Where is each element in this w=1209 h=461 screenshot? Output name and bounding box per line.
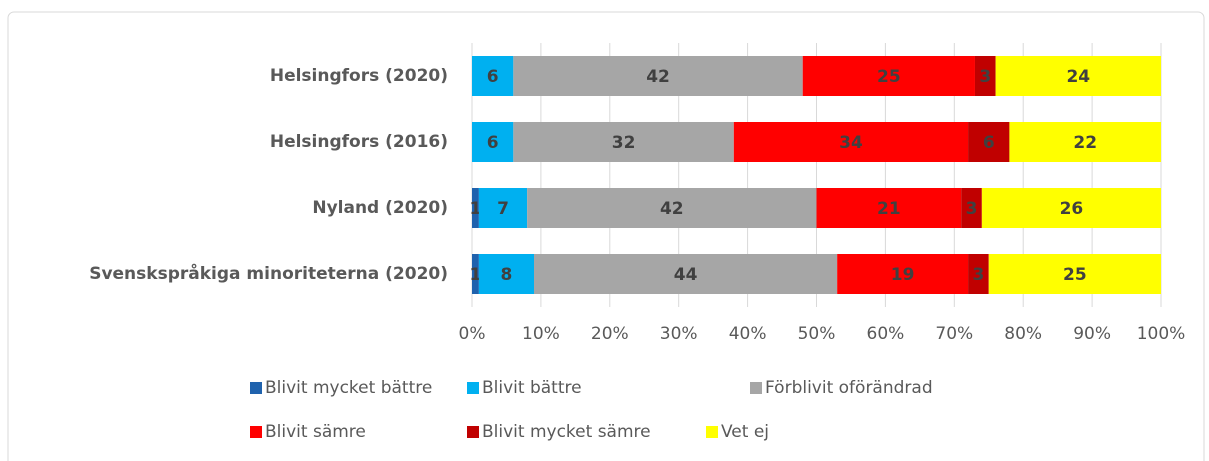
category-label: Helsingfors (2020) [270, 66, 448, 86]
x-tick-label: 10% [522, 324, 560, 344]
bar-segment [472, 56, 514, 96]
bar-segment [961, 188, 982, 228]
data-label: 3 [972, 265, 984, 285]
bar-segment [968, 254, 989, 294]
legend-label: Vet ej [721, 422, 769, 442]
legend-label: Blivit sämre [265, 422, 366, 442]
bar-segment [472, 122, 514, 162]
data-label: 21 [877, 199, 901, 219]
bar-segment [478, 254, 535, 294]
x-tick-label: 60% [867, 324, 905, 344]
data-label: 3 [966, 199, 978, 219]
legend-label: Förblivit oförändrad [765, 378, 933, 398]
data-label: 22 [1073, 133, 1097, 153]
bar-segment [1009, 122, 1161, 162]
bar-segment [802, 56, 975, 96]
x-tick-label: 100% [1137, 324, 1186, 344]
bar-segment [478, 188, 528, 228]
category-label: Helsingfors (2016) [270, 132, 448, 152]
legend-swatch [250, 426, 262, 438]
data-label: 8 [501, 265, 513, 285]
x-tick-label: 80% [1004, 324, 1042, 344]
bar-segment [513, 56, 803, 96]
legend-swatch [750, 382, 762, 394]
bar-segment [816, 188, 962, 228]
bar-segment [995, 56, 1161, 96]
data-label: 42 [660, 199, 684, 219]
legend-swatch [467, 426, 479, 438]
bar-segment [968, 122, 1010, 162]
data-label: 6 [983, 133, 995, 153]
legend-label: Blivit bättre [482, 378, 582, 398]
legend-swatch [706, 426, 718, 438]
data-label: 19 [891, 265, 915, 285]
bar-segment [733, 122, 969, 162]
data-label: 32 [612, 133, 636, 153]
legend-label: Blivit mycket sämre [482, 422, 651, 442]
data-label: 42 [646, 67, 670, 87]
x-tick-label: 90% [1073, 324, 1111, 344]
data-label: 6 [487, 133, 499, 153]
x-tick-label: 20% [591, 324, 629, 344]
bar-segment [534, 254, 838, 294]
bar-segment [988, 254, 1161, 294]
legend-label: Blivit mycket bättre [265, 378, 432, 398]
bar-segment [981, 188, 1161, 228]
data-label: 3 [979, 67, 991, 87]
category-label: Svenskspråkiga minoriteterna (2020) [89, 262, 448, 284]
bar-segment [472, 188, 479, 228]
data-label: 1 [470, 265, 482, 285]
x-tick-label: 40% [729, 324, 767, 344]
bar-segment [974, 56, 996, 96]
bar-segment [472, 254, 479, 294]
data-label: 24 [1066, 67, 1090, 87]
legend-swatch [250, 382, 262, 394]
x-tick-label: 30% [660, 324, 698, 344]
data-label: 34 [839, 133, 863, 153]
bar-segment [837, 254, 969, 294]
data-label: 25 [1063, 265, 1087, 285]
data-label: 25 [877, 67, 901, 87]
category-label: Nyland (2020) [312, 198, 448, 218]
data-label: 6 [487, 67, 499, 87]
bar-segment [527, 188, 817, 228]
x-tick-label: 0% [459, 324, 486, 344]
x-tick-label: 50% [798, 324, 836, 344]
x-tick-label: 70% [935, 324, 973, 344]
data-label: 44 [674, 265, 698, 285]
data-label: 26 [1060, 199, 1084, 219]
data-label: 1 [470, 199, 482, 219]
legend-swatch [467, 382, 479, 394]
data-label: 7 [497, 199, 509, 219]
bar-segment [513, 122, 734, 162]
